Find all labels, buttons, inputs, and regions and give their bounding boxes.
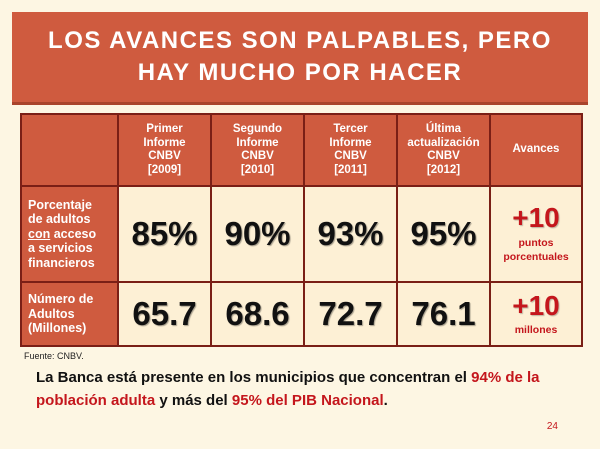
header-text: Última bbox=[425, 123, 462, 135]
title-line-1: LOS AVANCES SON PALPABLES, PERO bbox=[48, 27, 552, 54]
row-label-text: (Millones) bbox=[28, 321, 87, 336]
summary-highlight: de la población adulta bbox=[36, 369, 540, 409]
value-cell: 85% bbox=[117, 185, 212, 283]
header-text: Tercer bbox=[333, 123, 368, 135]
page-number: 24 bbox=[546, 421, 558, 432]
summary-part: y más del bbox=[155, 392, 232, 409]
header-cell-avances: Avances bbox=[489, 113, 583, 187]
advance-cell: +10 puntos porcentuales bbox=[489, 185, 583, 283]
header-text: CNBV bbox=[427, 150, 460, 162]
value-cell: 76.1 bbox=[396, 281, 491, 347]
summary-part: . bbox=[383, 392, 388, 409]
advance-unit: puntos bbox=[518, 237, 554, 249]
header-text: Informe bbox=[236, 136, 279, 149]
value-cell: 90% bbox=[210, 185, 305, 283]
value-cell: 95% bbox=[396, 185, 491, 283]
header-text: actualización bbox=[407, 136, 480, 149]
header-text: Primer bbox=[146, 123, 183, 135]
table-header-row: Primer Informe CNBV [2009] Segundo Infor… bbox=[20, 113, 583, 187]
advance-cell: +10 millones bbox=[489, 281, 583, 347]
value-cell: 93% bbox=[303, 185, 398, 283]
title-line-2: HAY MUCHO POR HACER bbox=[137, 59, 463, 86]
advance-unit: millones bbox=[514, 323, 558, 336]
summary-highlight: 95% del PIB Nacional bbox=[231, 392, 384, 409]
advance-unit: porcentuales bbox=[503, 251, 569, 263]
header-text: CNBV bbox=[241, 150, 274, 162]
header-text: Segundo bbox=[232, 123, 283, 135]
header-cell: Tercer Informe CNBV [2011] bbox=[303, 113, 398, 187]
row-label-text: a servicios bbox=[28, 241, 93, 256]
summary-text: La Banca está presente en los municipios… bbox=[36, 366, 576, 412]
slide-title: LOS AVANCES SON PALPABLES, PERO HAY MUCH… bbox=[12, 12, 588, 105]
row-label-text: Porcentaje bbox=[28, 197, 92, 212]
summary-highlight: 94% bbox=[471, 369, 502, 386]
summary-part: La Banca está presente en los municipios… bbox=[36, 369, 472, 386]
header-cell: Última actualización CNBV [2012] bbox=[396, 113, 491, 187]
table-row: Porcentaje de adultos con acceso a servi… bbox=[20, 185, 583, 283]
data-table: Primer Informe CNBV [2009] Segundo Infor… bbox=[20, 113, 583, 347]
row-label: Porcentaje de adultos con acceso a servi… bbox=[20, 185, 119, 283]
header-cell: Primer Informe CNBV [2009] bbox=[117, 113, 212, 187]
advance-value: +10 bbox=[512, 289, 560, 321]
header-text: Informe bbox=[143, 136, 186, 149]
value-cell: 65.7 bbox=[117, 281, 212, 347]
row-label-text: Número de bbox=[28, 292, 94, 307]
header-cell: Segundo Informe CNBV [2010] bbox=[210, 113, 305, 187]
header-text: CNBV bbox=[334, 150, 367, 162]
source-note: Fuente: CNBV. bbox=[24, 351, 84, 361]
row-label-text: Adultos bbox=[28, 306, 75, 321]
value-cell: 72.7 bbox=[303, 281, 398, 347]
row-label-text: acceso bbox=[50, 226, 97, 241]
header-text: CNBV bbox=[148, 150, 181, 162]
row-label-text: financieros bbox=[28, 255, 95, 270]
header-year: [2011] bbox=[334, 163, 367, 176]
header-corner-cell bbox=[20, 113, 119, 187]
table-row: Número de Adultos (Millones) 65.7 68.6 7… bbox=[20, 281, 583, 347]
header-year: [2012] bbox=[426, 163, 461, 176]
row-label: Número de Adultos (Millones) bbox=[20, 281, 119, 347]
header-year: [2010] bbox=[240, 163, 275, 176]
row-label-text: de adultos bbox=[28, 212, 91, 227]
row-label-underlined: con bbox=[28, 226, 51, 241]
value-cell: 68.6 bbox=[210, 281, 305, 347]
advance-value: +10 bbox=[512, 202, 560, 233]
header-text: Informe bbox=[329, 136, 372, 149]
data-table-container: Primer Informe CNBV [2009] Segundo Infor… bbox=[20, 113, 583, 347]
header-year: [2009] bbox=[147, 163, 182, 176]
